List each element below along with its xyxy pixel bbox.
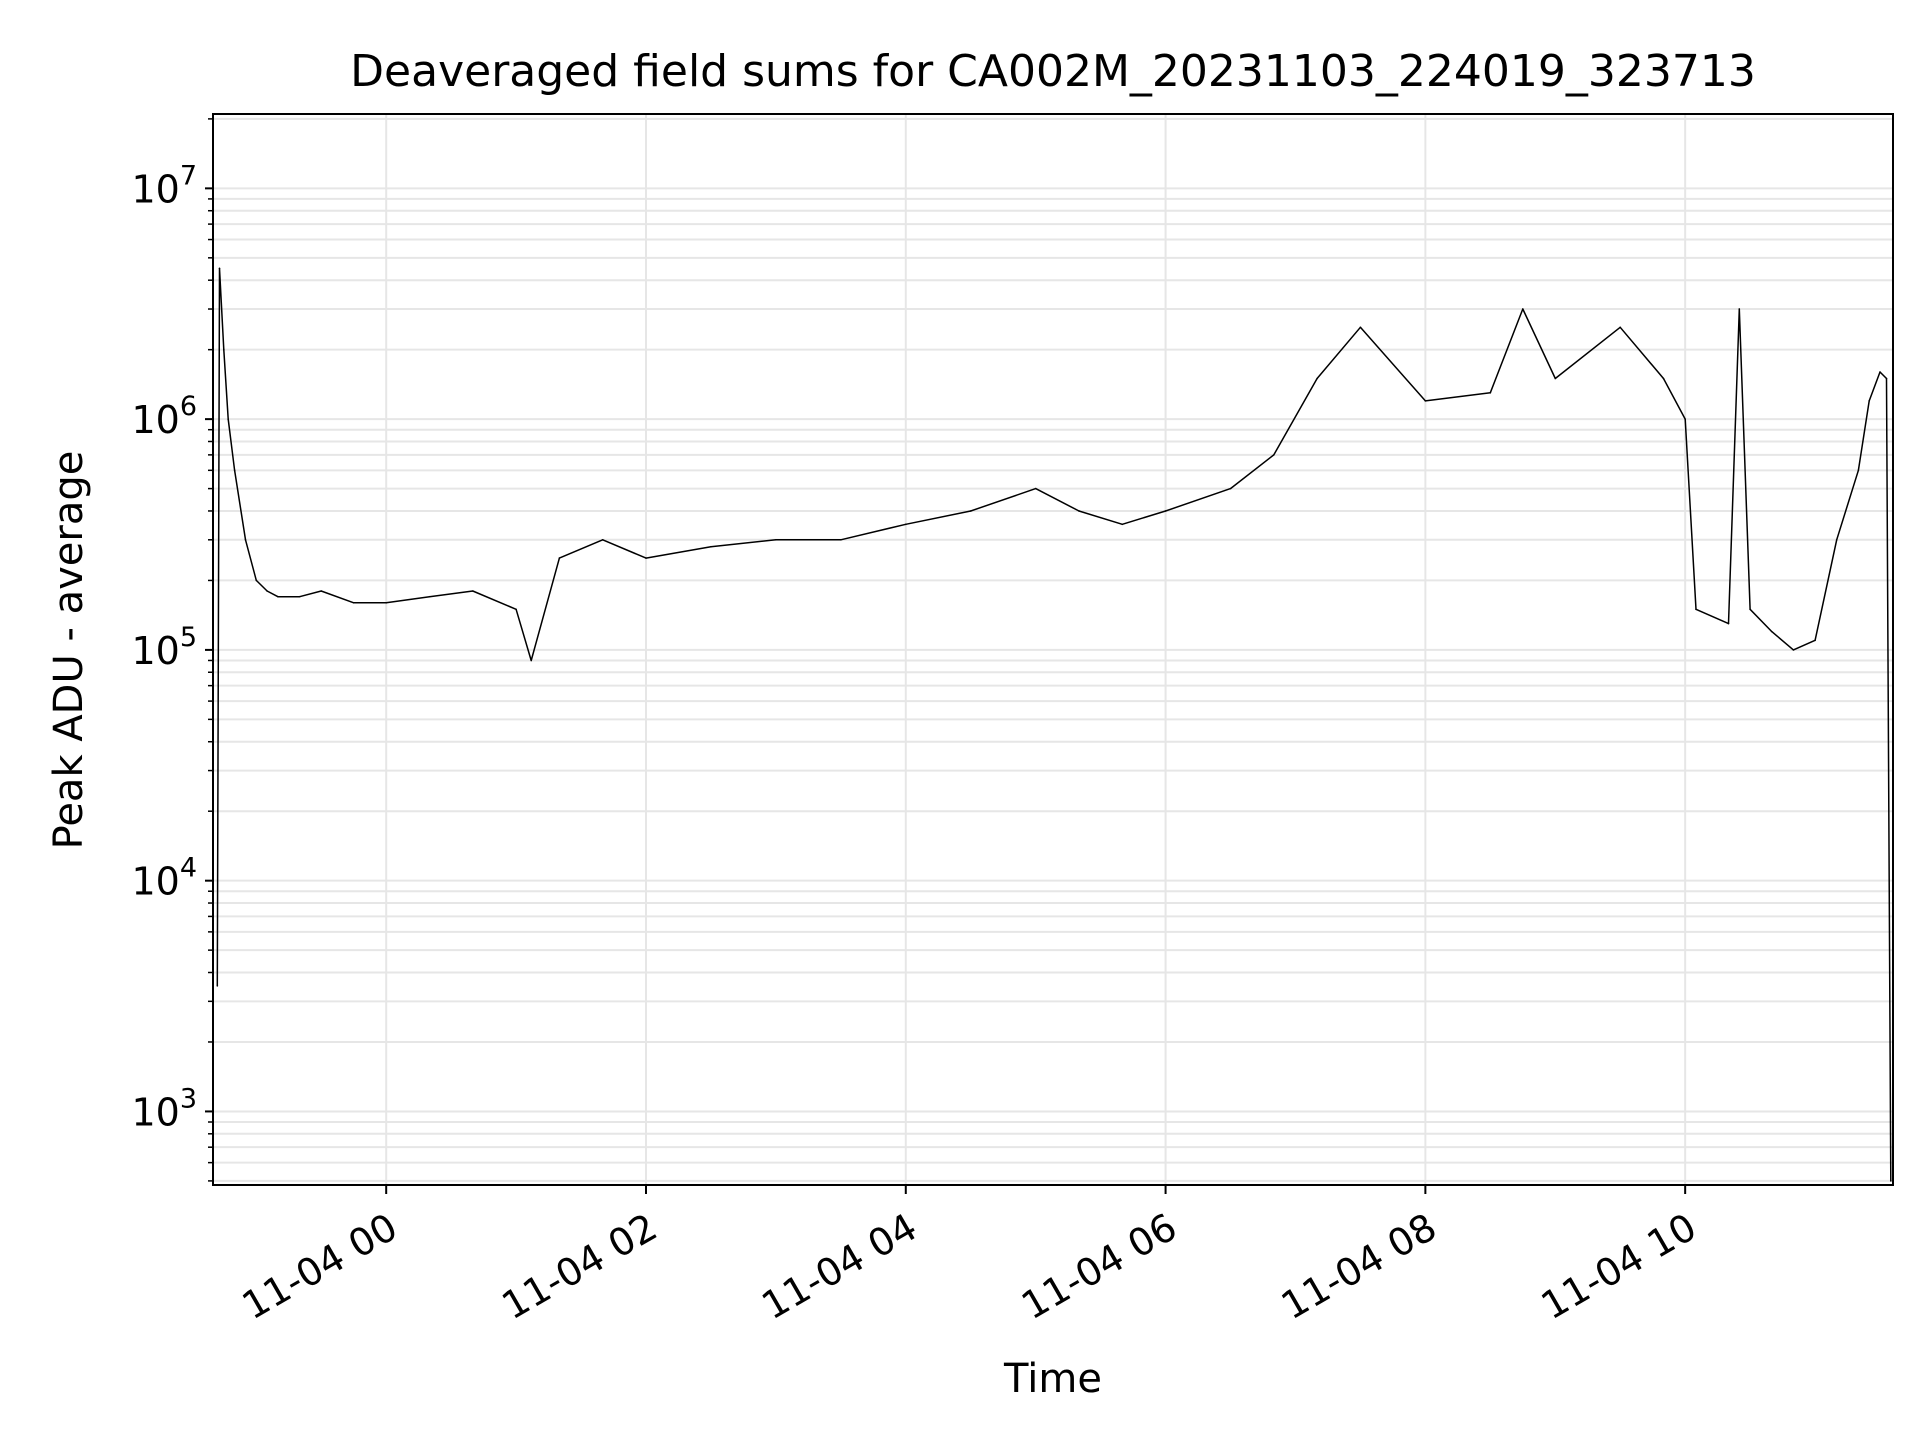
data-point [266, 590, 268, 592]
data-point [515, 608, 517, 611]
data-point [1770, 630, 1773, 633]
data-point [1879, 371, 1881, 373]
data-point [1619, 326, 1622, 329]
data-point [1814, 639, 1816, 642]
data-point [218, 267, 221, 270]
data-point [1749, 608, 1751, 611]
data-point [255, 579, 258, 582]
data-point [277, 595, 279, 598]
y-tick-label: 106 [131, 391, 197, 442]
y-tick-label: 105 [131, 622, 197, 673]
data-point [216, 985, 219, 987]
data-point [1835, 538, 1838, 541]
data-point [298, 595, 301, 598]
data-point [352, 601, 355, 604]
data-layer [216, 267, 1892, 1182]
data-point [1424, 400, 1427, 402]
data-point [471, 590, 474, 592]
data-point [558, 557, 561, 559]
data-point [969, 510, 972, 512]
y-tick-label: 104 [131, 853, 197, 904]
data-point [1554, 377, 1557, 380]
data-point [1695, 608, 1697, 611]
data-point [904, 523, 907, 526]
data-point [1684, 418, 1686, 420]
data-point [1078, 510, 1080, 512]
data-point [320, 590, 323, 592]
data-point [710, 545, 712, 548]
data-point [1727, 622, 1730, 625]
data-point [1359, 326, 1362, 329]
data-point [1868, 400, 1870, 402]
data-point [1164, 510, 1167, 512]
data-point [1273, 454, 1275, 456]
y-axis-label: Peak ADU - average [46, 451, 92, 850]
data-point [775, 538, 777, 541]
data-point [1738, 308, 1741, 310]
data-point [1792, 649, 1795, 651]
data-point [1229, 487, 1232, 490]
data-point [1489, 392, 1492, 394]
y-tick-label: 103 [131, 1083, 197, 1134]
data-point [223, 348, 225, 351]
data-point [1316, 377, 1318, 380]
data-point [645, 557, 647, 559]
data-point [840, 538, 842, 541]
data-point [1662, 377, 1665, 380]
data-point [1857, 469, 1860, 472]
data-point [428, 595, 431, 598]
data-point [385, 601, 387, 604]
grid-layer [213, 114, 1893, 1185]
data-point [1121, 523, 1124, 526]
y-tick-label: 107 [131, 160, 197, 211]
data-point [601, 538, 604, 541]
data-point [1890, 1180, 1892, 1182]
x-axis-label: Time [1003, 1356, 1102, 1402]
data-point [1521, 308, 1524, 310]
data-point [1034, 487, 1037, 490]
data-point [233, 469, 236, 472]
data-point [227, 418, 229, 420]
data-point [530, 659, 533, 662]
data-point [1885, 377, 1888, 380]
chart-title: Deaveraged field sums for CA002M_2023110… [350, 46, 1756, 97]
data-point [244, 538, 247, 541]
